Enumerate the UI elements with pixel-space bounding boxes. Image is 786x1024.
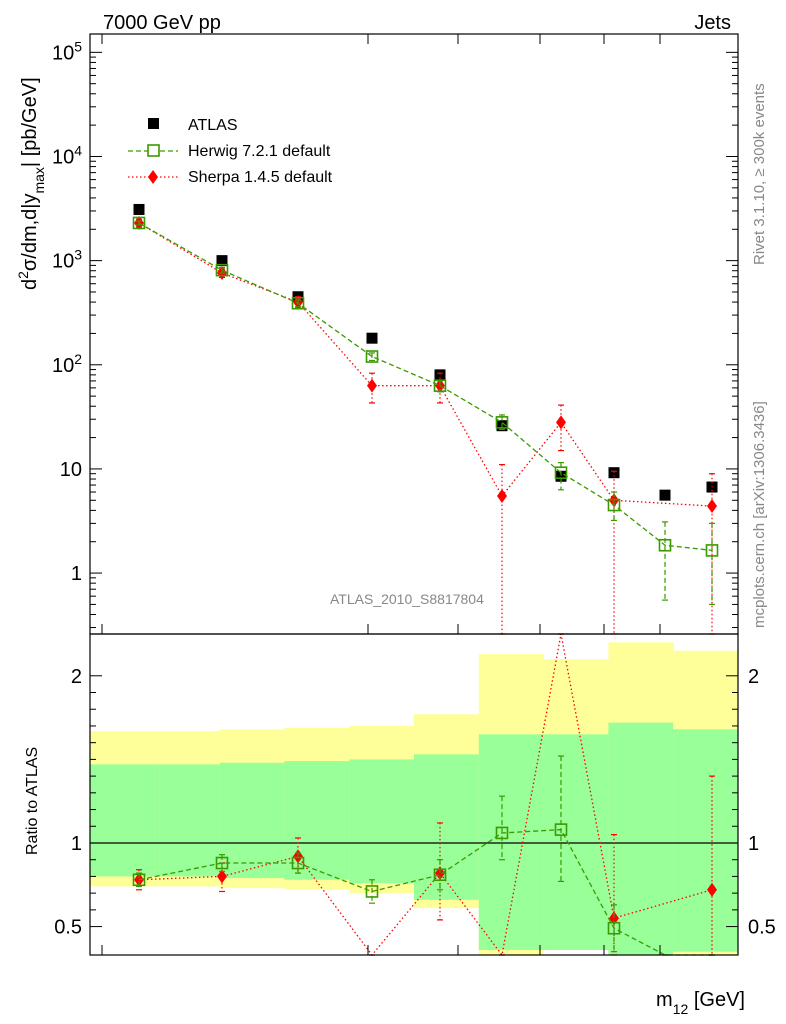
herwig-point	[554, 466, 568, 479]
sherpa-line	[138, 222, 713, 507]
herwig-ratio-point	[554, 823, 568, 836]
ratio-tick-label-right: 0.5	[748, 917, 776, 939]
atlas-point	[555, 470, 567, 482]
header-right: Jets	[694, 12, 731, 34]
legend-label-herwig: Herwig 7.2.1 default	[188, 143, 331, 160]
herwig-ratio-point	[365, 885, 379, 898]
ratio-tick-label-right: 2	[748, 666, 759, 688]
legend: ATLAS Herwig 7.2.1 default Sherpa 1.4.5 …	[128, 117, 333, 186]
ratio-frame	[89, 633, 739, 956]
atlas-point	[434, 369, 446, 381]
atlas-point	[133, 203, 145, 215]
legend-label-atlas: ATLAS	[188, 117, 238, 134]
ratio-band-inner	[543, 734, 609, 950]
y-tick-label: 10	[60, 459, 82, 481]
herwig-point	[495, 416, 509, 429]
ratio-tick-label-left: 0.5	[54, 917, 82, 939]
herwig-ratio-point	[495, 826, 509, 840]
ratio-band-inner	[154, 764, 221, 877]
sherpa-point	[707, 499, 717, 514]
ratio-band-inner	[673, 729, 739, 952]
herwig-point	[132, 216, 146, 230]
sherpa-ratio-point	[707, 882, 717, 897]
ratio-band-inner	[219, 762, 285, 879]
ratio-band-inner	[90, 764, 156, 877]
ratio-tick-label-right: 1	[748, 833, 759, 855]
herwig-point	[365, 350, 379, 363]
herwig-ratio-line	[138, 828, 712, 956]
analysis-watermark: ATLAS_2010_S8817804	[330, 591, 484, 607]
y-axis-label-main: d2σ/dm,d|ymax| [pb/GeV]	[15, 77, 47, 290]
herwig-line	[138, 222, 713, 552]
herwig-point	[433, 379, 447, 392]
header-left: 7000 GeV pp	[103, 12, 221, 34]
herwig-point	[215, 263, 229, 277]
y-tick-label: 104	[52, 142, 82, 168]
ratio-tick-label-left: 2	[71, 666, 82, 688]
y-tick-label: 1	[71, 563, 82, 585]
herwig-ratio-point	[291, 856, 305, 870]
herwig-point	[705, 544, 719, 557]
atlas-point	[366, 332, 378, 344]
herwig-point	[658, 538, 672, 552]
herwig-ratio-point	[607, 921, 621, 935]
sherpa-ratio-point	[217, 869, 227, 884]
x-axis-label: m12 [GeV]	[656, 989, 745, 1017]
legend-marker-herwig	[147, 144, 160, 157]
sherpa-point	[367, 378, 377, 393]
sherpa-ratio-line	[138, 633, 713, 957]
ratio-band-inner	[349, 759, 415, 884]
y-tick-label: 102	[52, 351, 82, 377]
ratio-band-inner	[414, 754, 480, 900]
herwig-point	[607, 498, 621, 512]
legend-marker-sherpa	[148, 170, 158, 184]
ratio-tick-label-left: 1	[71, 833, 82, 855]
legend-label-sherpa: Sherpa 1.4.5 default	[188, 169, 333, 186]
atlas-point	[216, 255, 228, 267]
y-tick-label: 103	[52, 247, 82, 273]
atlas-point	[659, 489, 671, 501]
ratio-band-inner	[608, 722, 674, 955]
sherpa-point	[497, 488, 507, 503]
y-axis-label-ratio: Ratio to ATLAS	[24, 747, 41, 855]
herwig-ratio-point	[132, 873, 146, 887]
ratio-band-inner	[478, 734, 545, 950]
ratio-band-inner	[284, 761, 350, 880]
sherpa-ratio-point	[609, 911, 619, 926]
sherpa-point	[556, 415, 566, 430]
herwig-ratio-point	[215, 856, 229, 870]
herwig-ratio-point	[433, 868, 447, 882]
side-label-mcplots: mcplots.cern.ch [arXiv:1306.3436]	[751, 401, 768, 628]
side-label-rivet: Rivet 3.1.10, ≥ 300k events	[751, 83, 768, 265]
legend-marker-atlas	[148, 118, 159, 129]
y-tick-label: 105	[52, 38, 82, 64]
herwig-point	[291, 296, 305, 310]
